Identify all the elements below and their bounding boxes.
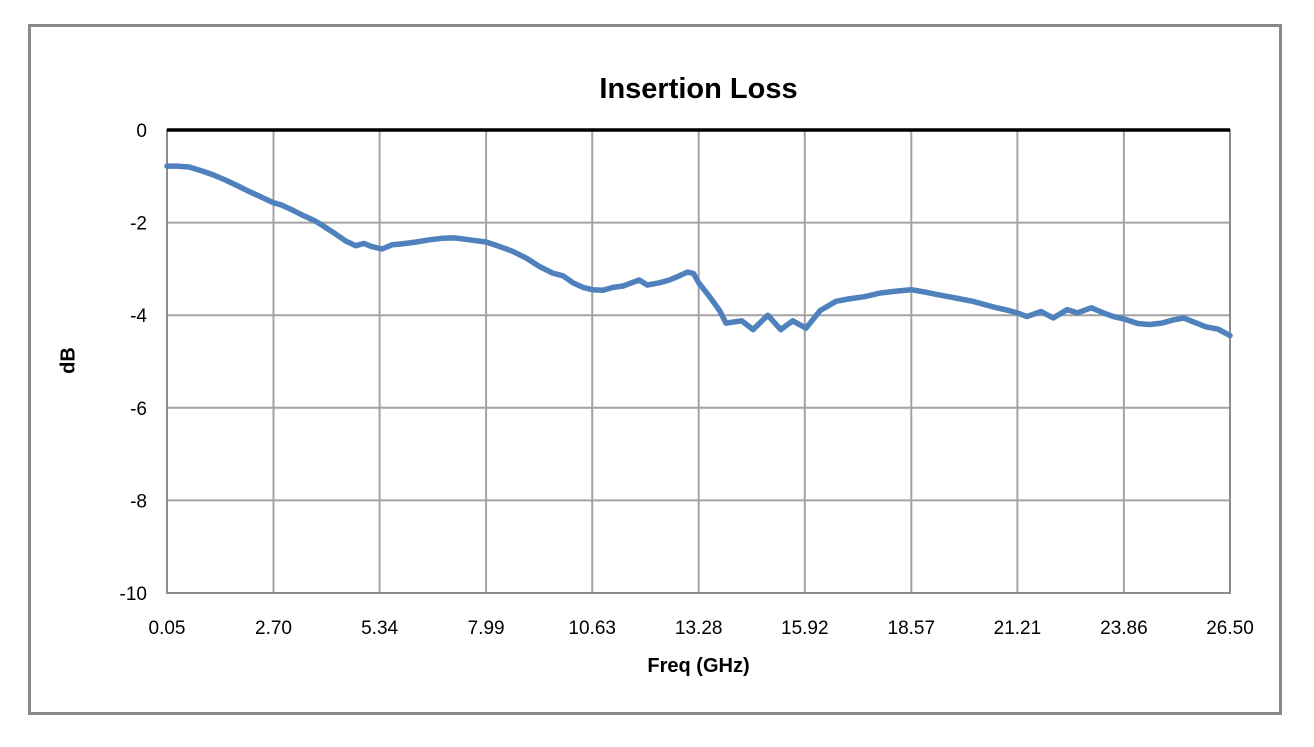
- line-plot: 0.05 2.70 5.34 7.99 10.63 13.28 15.92 18.57 21.2…: [120, 121, 1254, 639]
- y-tick-label: 0: [136, 121, 147, 142]
- x-tick-label: 7.99: [468, 618, 505, 639]
- y-axis-title: dB: [57, 347, 80, 374]
- x-tick-label: 18.57: [888, 618, 936, 639]
- y-tick-label: -6: [130, 399, 147, 420]
- x-axis-title: Freq (GHz): [647, 655, 750, 677]
- x-tick-label: 10.63: [568, 618, 616, 639]
- x-tick-label: 0.05: [149, 618, 186, 639]
- x-tick-label: 21.21: [994, 618, 1042, 639]
- x-tick-label: 26.50: [1206, 618, 1254, 639]
- x-tick-label: 13.28: [675, 618, 723, 639]
- x-tick-label: 23.86: [1100, 618, 1148, 639]
- y-tick-label: -10: [120, 584, 147, 605]
- y-tick-label: -8: [130, 491, 147, 512]
- y-tick-label: -2: [130, 214, 147, 235]
- x-tick-label: 5.34: [361, 618, 398, 639]
- chart-frame: 0.05 2.70 5.34 7.99 10.63 13.28 15.92 18.57 21.2…: [28, 24, 1282, 715]
- y-tick-label: -4: [130, 306, 147, 327]
- series-line: [164, 163, 1233, 339]
- x-tick-label: 2.70: [255, 618, 292, 639]
- x-tick-label: 15.92: [781, 618, 829, 639]
- chart-title: Insertion Loss: [599, 73, 798, 105]
